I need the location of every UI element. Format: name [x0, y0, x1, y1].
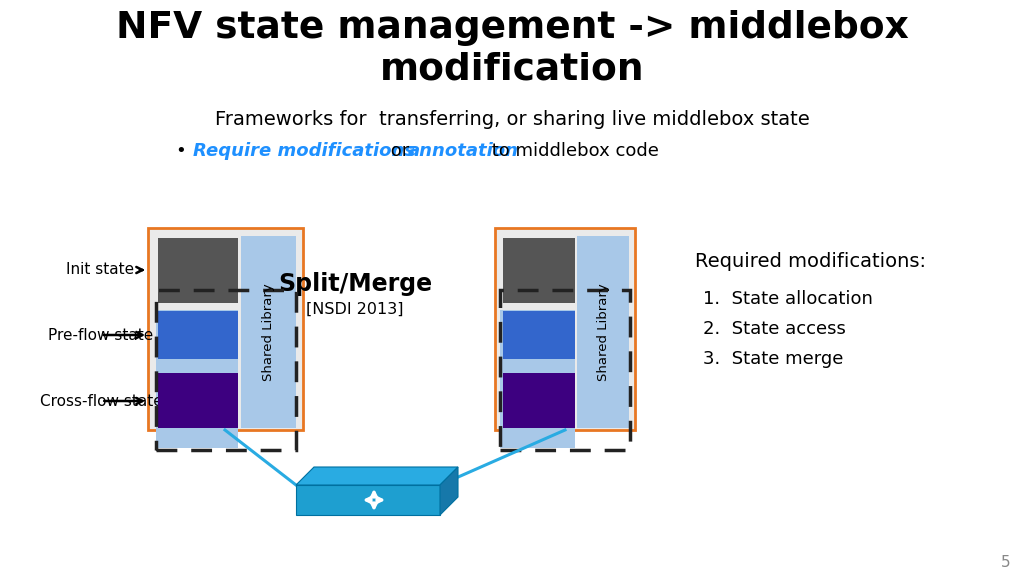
- FancyBboxPatch shape: [148, 228, 303, 430]
- Text: 2.  State access: 2. State access: [703, 320, 846, 338]
- Text: Init state: Init state: [66, 263, 142, 278]
- FancyBboxPatch shape: [503, 311, 575, 359]
- Text: Shared Library: Shared Library: [262, 283, 275, 381]
- Text: Require modifications: Require modifications: [193, 142, 415, 160]
- Text: Cross-flow state: Cross-flow state: [40, 393, 163, 408]
- FancyBboxPatch shape: [156, 310, 238, 448]
- FancyBboxPatch shape: [503, 238, 575, 303]
- Text: 1.  State allocation: 1. State allocation: [703, 290, 872, 308]
- FancyBboxPatch shape: [503, 373, 575, 428]
- Text: or: or: [385, 142, 415, 160]
- Text: Shared Library: Shared Library: [597, 283, 609, 381]
- Text: to middlebox code: to middlebox code: [486, 142, 658, 160]
- Text: Required modifications:: Required modifications:: [695, 252, 926, 271]
- Text: Pre-flow state: Pre-flow state: [48, 328, 154, 343]
- Text: Frameworks for  transferring, or sharing live middlebox state: Frameworks for transferring, or sharing …: [215, 110, 809, 129]
- Text: Split/Merge: Split/Merge: [278, 272, 432, 296]
- Text: 5: 5: [1000, 555, 1010, 570]
- FancyBboxPatch shape: [158, 373, 238, 428]
- FancyBboxPatch shape: [158, 238, 238, 303]
- Text: [NSDI 2013]: [NSDI 2013]: [306, 302, 403, 317]
- FancyBboxPatch shape: [577, 236, 629, 428]
- Polygon shape: [296, 467, 458, 485]
- Text: annotation: annotation: [408, 142, 519, 160]
- Text: 3.  State merge: 3. State merge: [703, 350, 844, 368]
- Text: NFV state management -> middlebox: NFV state management -> middlebox: [116, 10, 908, 46]
- Polygon shape: [296, 485, 440, 515]
- Text: •: •: [175, 142, 185, 160]
- FancyBboxPatch shape: [241, 236, 296, 428]
- Text: modification: modification: [380, 52, 644, 88]
- Polygon shape: [440, 467, 458, 515]
- FancyBboxPatch shape: [158, 311, 238, 359]
- FancyBboxPatch shape: [500, 310, 575, 448]
- FancyBboxPatch shape: [495, 228, 635, 430]
